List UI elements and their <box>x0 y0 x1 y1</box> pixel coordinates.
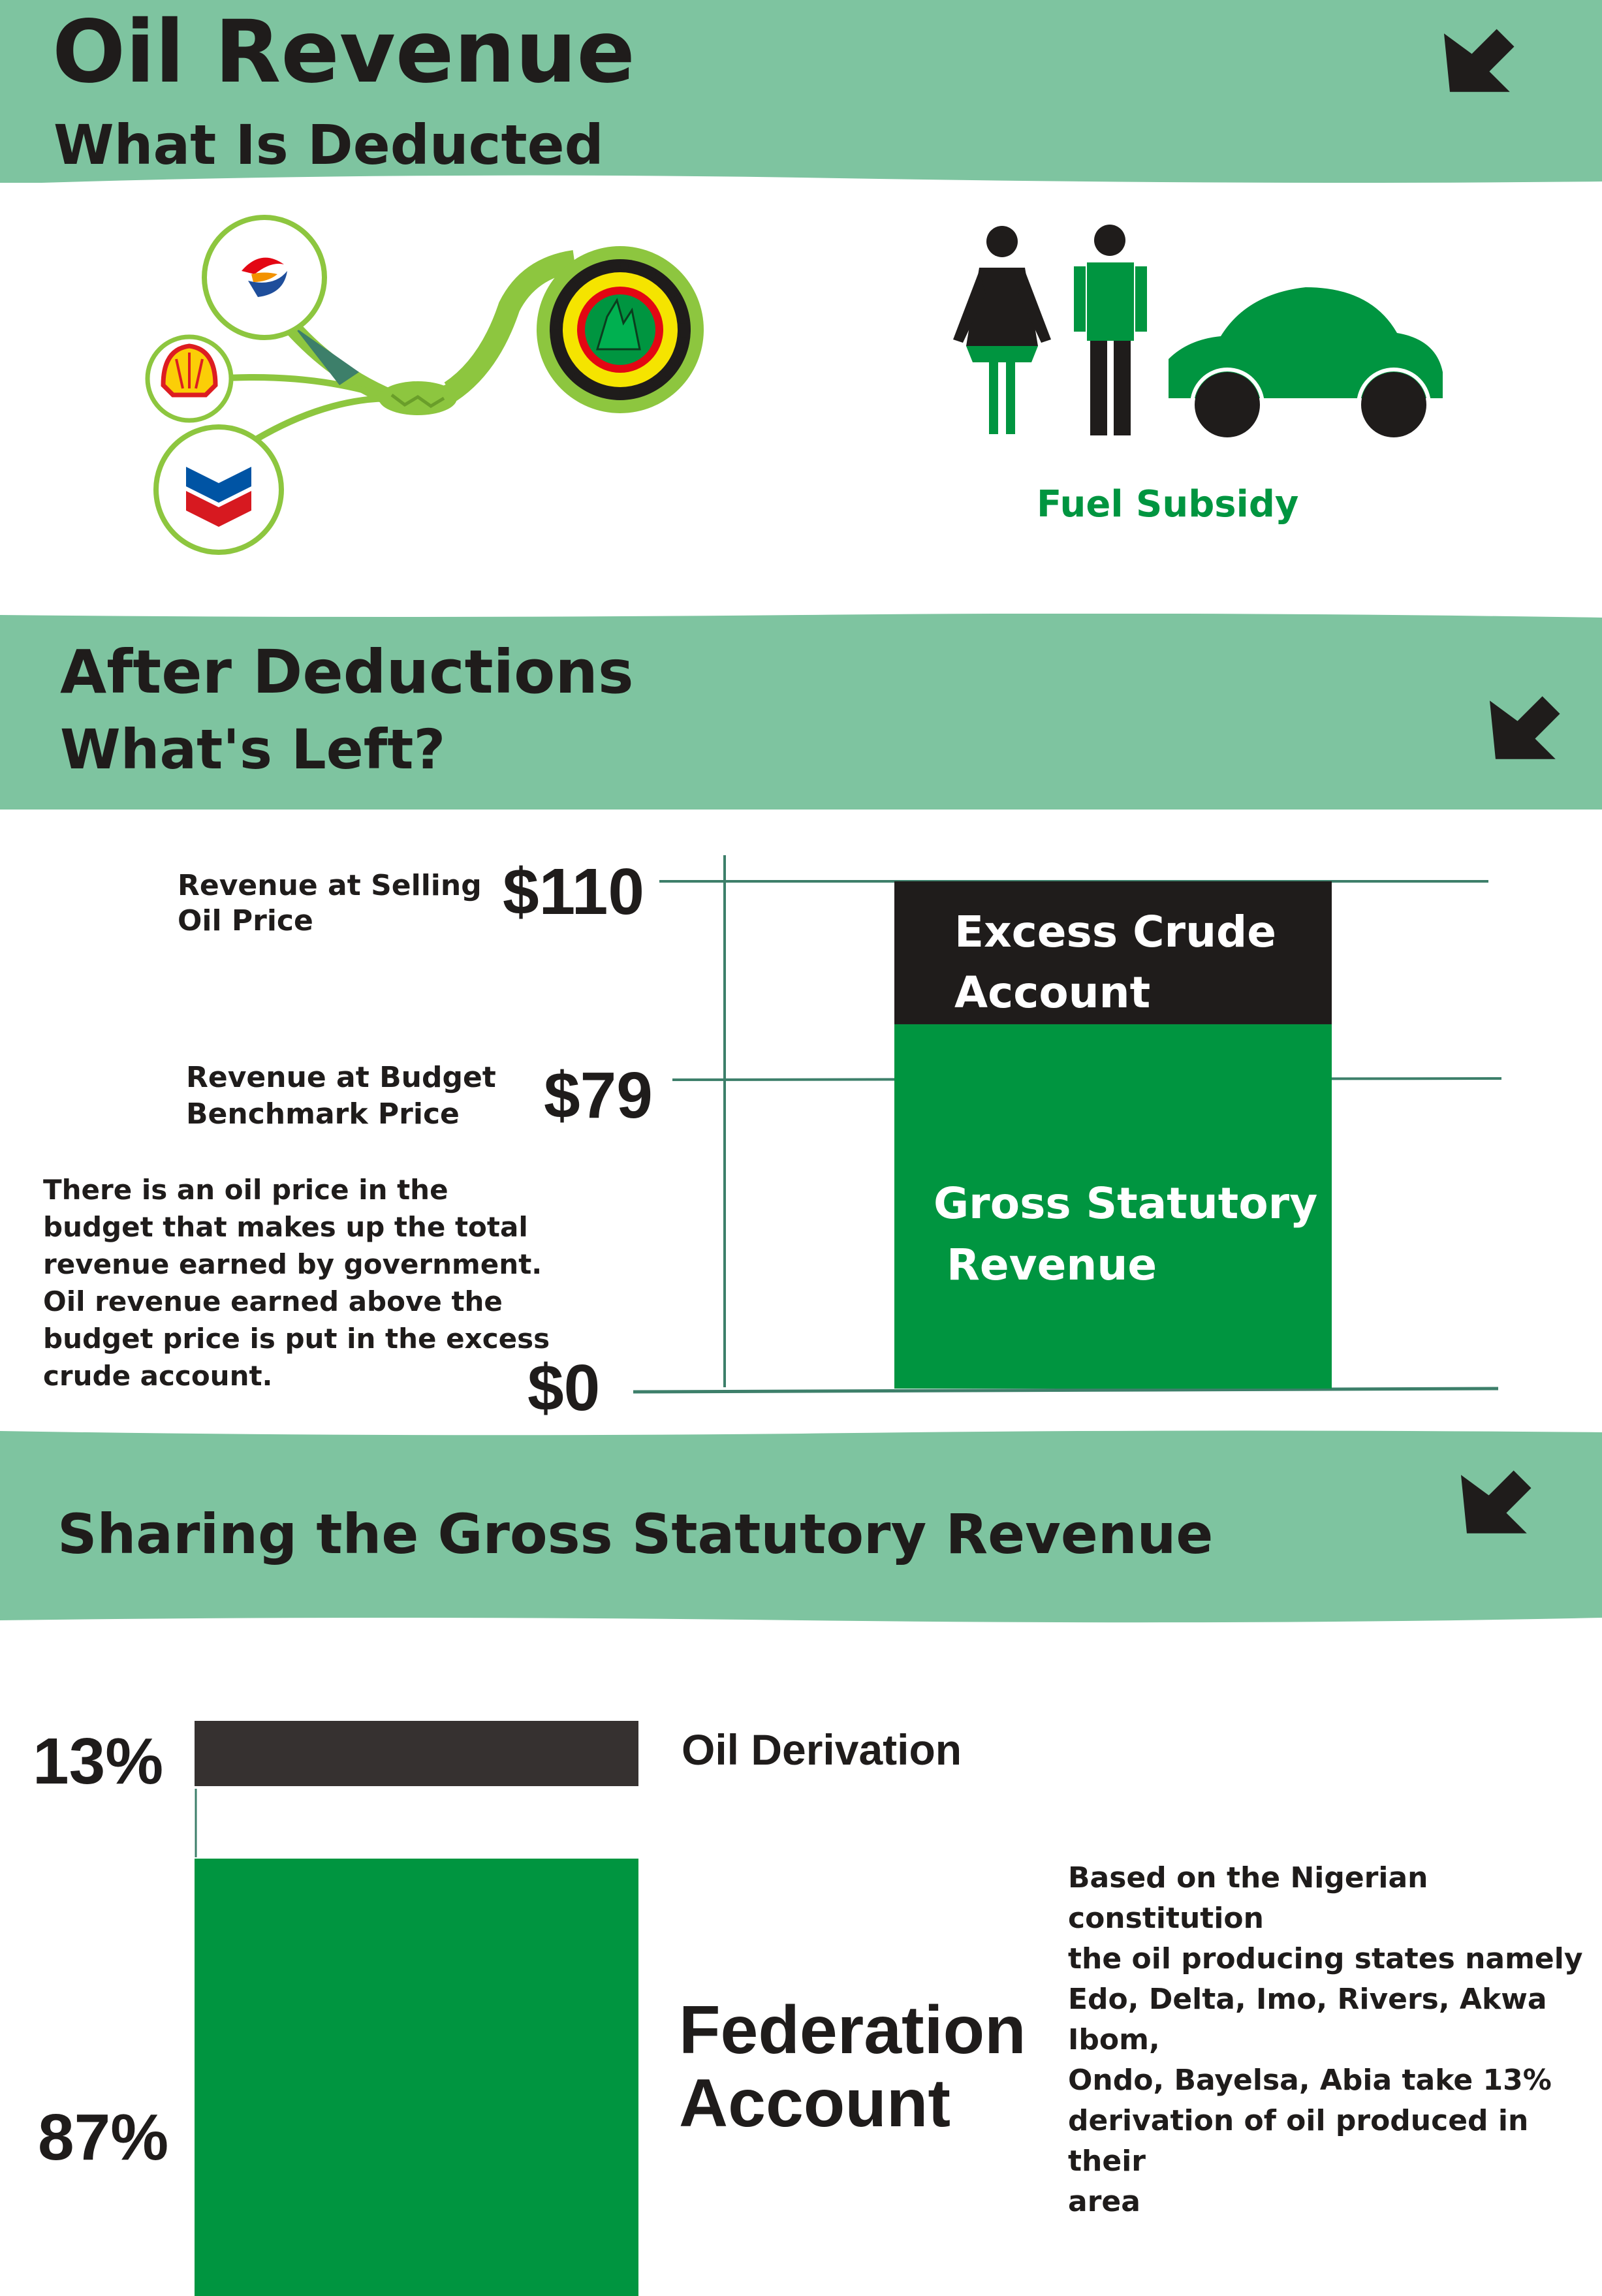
oil-derivation-label: Oil Derivation <box>682 1725 962 1774</box>
fuel-subsidy-label: Fuel Subsidy <box>1037 483 1299 526</box>
gridline-0 <box>633 1387 1499 1394</box>
shell-logo-icon <box>145 334 234 423</box>
budget-explanation: There is an oil price in the budget that… <box>43 1171 550 1394</box>
header-band-3-wave <box>0 1430 1602 1626</box>
selling-price-label-line1: Revenue at Selling <box>178 869 482 902</box>
budget-explanation-line: crude account. <box>43 1360 273 1392</box>
bar-segment-federation-account <box>195 1859 638 2296</box>
bar-segment-excess-crude <box>894 881 1332 1024</box>
constitution-note-line: Ondo, Bayelsa, Abia take 13% <box>1068 2064 1552 2097</box>
pct-label-87: 87% <box>38 2101 168 2174</box>
excess-crude-label-line2: Account <box>954 967 1150 1018</box>
header-band-1 <box>0 0 1602 196</box>
header-band-1-wave <box>0 175 1602 196</box>
revenue-sharing-chart: 13% 87% <box>33 1721 638 2296</box>
federation-account-label-line1: Federation <box>679 1992 1026 2068</box>
budget-explanation-line: budget price is put in the excess <box>43 1323 550 1355</box>
section3-title: Sharing the Gross Statutory Revenue <box>57 1502 1214 1566</box>
budget-price-label-line1: Revenue at Budget <box>186 1061 496 1094</box>
tick-label-110: $110 <box>503 855 644 928</box>
budget-explanation-line: Oil revenue earned above the <box>43 1285 503 1317</box>
arrow-down-left-icon <box>1444 29 1515 92</box>
header-band-2 <box>0 614 1602 810</box>
budget-explanation-line: There is an oil price in the <box>43 1174 448 1206</box>
chevron-logo-icon <box>153 424 284 555</box>
constitution-note-line: Edo, Delta, Imo, Rivers, Akwa Ibom, <box>1068 1983 1547 2056</box>
federation-account-label-line2: Account <box>679 2066 950 2141</box>
section1-subtitle: What Is Deducted <box>54 113 604 177</box>
constitution-note: Based on the Nigerian constitution the o… <box>1068 1858 1602 2222</box>
total-logo-icon <box>202 215 327 340</box>
header-band-3 <box>0 1430 1602 1626</box>
revenue-stack-chart: $110 $79 $0 Excess Crude Account Gross S… <box>503 855 1502 1423</box>
gross-statutory-label-line2: Revenue <box>947 1240 1157 1290</box>
page-title: Oil Revenue <box>52 2 635 102</box>
constitution-note-line: the oil producing states namely <box>1068 1942 1583 1975</box>
oil-companies-handshake-illustration <box>145 215 704 555</box>
section2-subtitle: What's Left? <box>60 717 446 781</box>
nnpc-logo-icon <box>537 246 704 413</box>
budget-price-label-line2: Benchmark Price <box>186 1097 460 1131</box>
man-icon <box>1074 225 1147 435</box>
selling-price-label-line2: Oil Price <box>178 904 313 937</box>
arrow-down-left-icon <box>1461 1470 1531 1533</box>
budget-explanation-line: budget that makes up the total <box>43 1211 528 1243</box>
constitution-note-line: area <box>1068 2185 1140 2218</box>
excess-crude-label-line1: Excess Crude <box>954 907 1276 957</box>
tick-label-79: $79 <box>544 1059 653 1132</box>
tick-label-0: $0 <box>527 1351 600 1423</box>
section2-title: After Deductions <box>60 637 634 707</box>
budget-explanation-line: revenue earned by government. <box>43 1248 542 1280</box>
constitution-note-line: derivation of oil produced in their <box>1068 2104 1529 2178</box>
bar-segment-gross-statutory <box>894 1024 1332 1389</box>
fuel-subsidy-illustration <box>953 225 1443 442</box>
pct-label-13: 13% <box>33 1725 163 1798</box>
handshake-icon <box>379 381 457 415</box>
header-band-2-wave <box>0 614 1602 618</box>
woman-icon <box>953 226 1051 434</box>
constitution-note-line: Based on the Nigerian constitution <box>1068 1861 1428 1935</box>
car-icon <box>1169 287 1443 442</box>
bar-segment-oil-derivation <box>195 1721 638 1786</box>
gross-statutory-label-line1: Gross Statutory <box>934 1178 1317 1229</box>
arrow-down-left-icon <box>1490 696 1560 759</box>
